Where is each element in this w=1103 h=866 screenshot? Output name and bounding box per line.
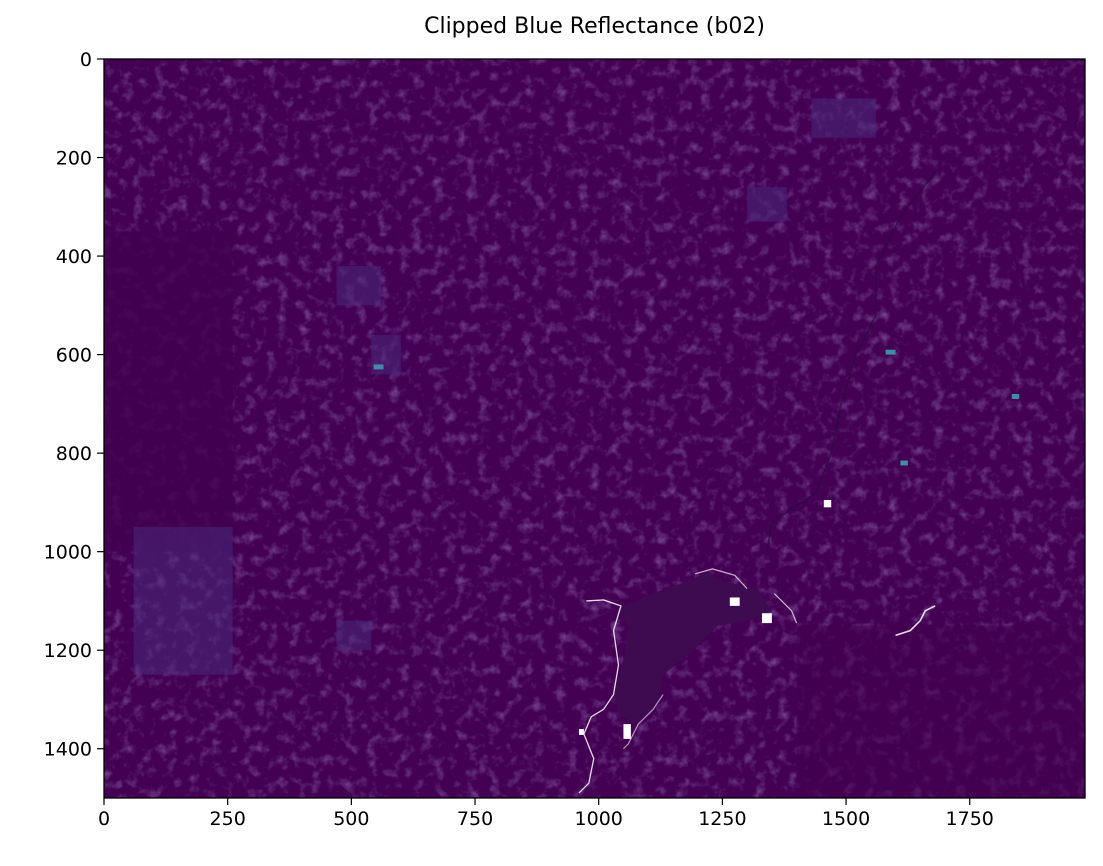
- y-tick-label: 800: [56, 443, 92, 465]
- y-tick-label: 600: [56, 345, 92, 367]
- bright-patch: [336, 265, 382, 306]
- y-tick-label: 400: [56, 246, 92, 268]
- shoreline-highlight: [623, 694, 664, 750]
- y-tick-label: 0: [80, 49, 92, 71]
- x-tick-label: 1000: [575, 808, 623, 830]
- y-tick-label: 1400: [44, 739, 92, 761]
- bright-patch: [133, 527, 233, 675]
- x-tick-label: 0: [98, 808, 110, 830]
- accent-spot: [1011, 394, 1020, 399]
- river: [766, 171, 936, 552]
- x-tick-label: 1750: [946, 808, 994, 830]
- dark-region: [104, 231, 233, 552]
- bright-spot: [623, 724, 631, 739]
- accent-spot: [373, 364, 384, 370]
- shoreline-highlight: [773, 593, 798, 624]
- bright-patch: [811, 98, 876, 138]
- y-tick-label: 200: [56, 148, 92, 170]
- image-layer: [104, 59, 1085, 798]
- accent-spot: [885, 349, 896, 355]
- bright-patch: [747, 187, 787, 222]
- y-tick-label: 1200: [44, 640, 92, 662]
- raster-features: [104, 98, 1085, 798]
- shoreline-highlight: [695, 568, 748, 590]
- bright-spot: [578, 729, 584, 735]
- dark-region: [796, 625, 1085, 798]
- x-tick-label: 500: [333, 808, 369, 830]
- bright-spot: [823, 499, 832, 508]
- shoreline-highlight: [578, 599, 622, 794]
- stream-highlight: [895, 605, 936, 637]
- bright-patch: [336, 620, 372, 651]
- plot-frame: [103, 58, 1086, 799]
- accent-spot: [900, 460, 908, 466]
- x-tick-label: 250: [210, 808, 246, 830]
- x-tick-label: 750: [457, 808, 493, 830]
- x-tick-label: 1500: [822, 808, 870, 830]
- y-axis: 0 200 400 600 800 1000 1200 1400: [44, 49, 104, 761]
- x-tick-label: 1250: [698, 808, 746, 830]
- bright-spot: [729, 597, 740, 606]
- chart-title: Clipped Blue Reflectance (b02): [424, 14, 765, 39]
- y-tick-label: 1000: [44, 542, 92, 564]
- reservoir: [613, 571, 772, 725]
- bright-spot: [761, 613, 772, 624]
- x-axis: 0 250 500 750 1000 1250 1500 1750: [98, 798, 994, 830]
